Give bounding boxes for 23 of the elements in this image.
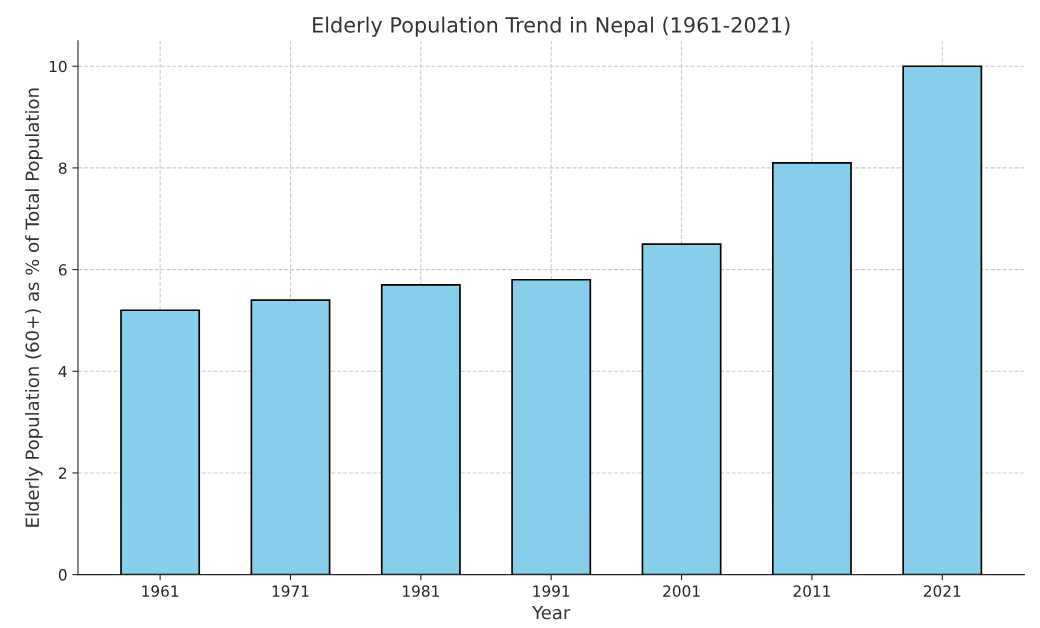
y-tick-label: 6 xyxy=(58,264,67,276)
y-axis-title: Elderly Population (60+) as % of Total Population xyxy=(25,88,43,527)
y-tick-label: 4 xyxy=(58,365,67,378)
x-tick-label: 1961 xyxy=(142,585,179,597)
bar xyxy=(511,278,592,575)
x-tick-label: 1991 xyxy=(533,585,570,597)
x-tick-label: 2011 xyxy=(793,585,830,597)
y-tick-label: 8 xyxy=(58,162,67,174)
x-tick-label: 1971 xyxy=(272,585,309,597)
x-tick-label: 2001 xyxy=(663,585,700,597)
bar xyxy=(120,309,201,575)
bar xyxy=(250,299,331,575)
y-tick-label: 2 xyxy=(58,467,67,479)
bar xyxy=(771,161,852,575)
chart-title: Elderly Population Trend in Nepal (1961-2021) xyxy=(313,16,790,37)
x-axis-title: Year xyxy=(532,605,571,620)
y-tick-label: 10 xyxy=(49,60,67,73)
bar xyxy=(902,65,983,575)
bar xyxy=(380,284,461,575)
x-tick-label: 2021 xyxy=(923,585,961,597)
y-tick-label: 0 xyxy=(58,569,67,581)
x-tick-label: 1981 xyxy=(403,585,439,597)
bar xyxy=(641,243,722,575)
